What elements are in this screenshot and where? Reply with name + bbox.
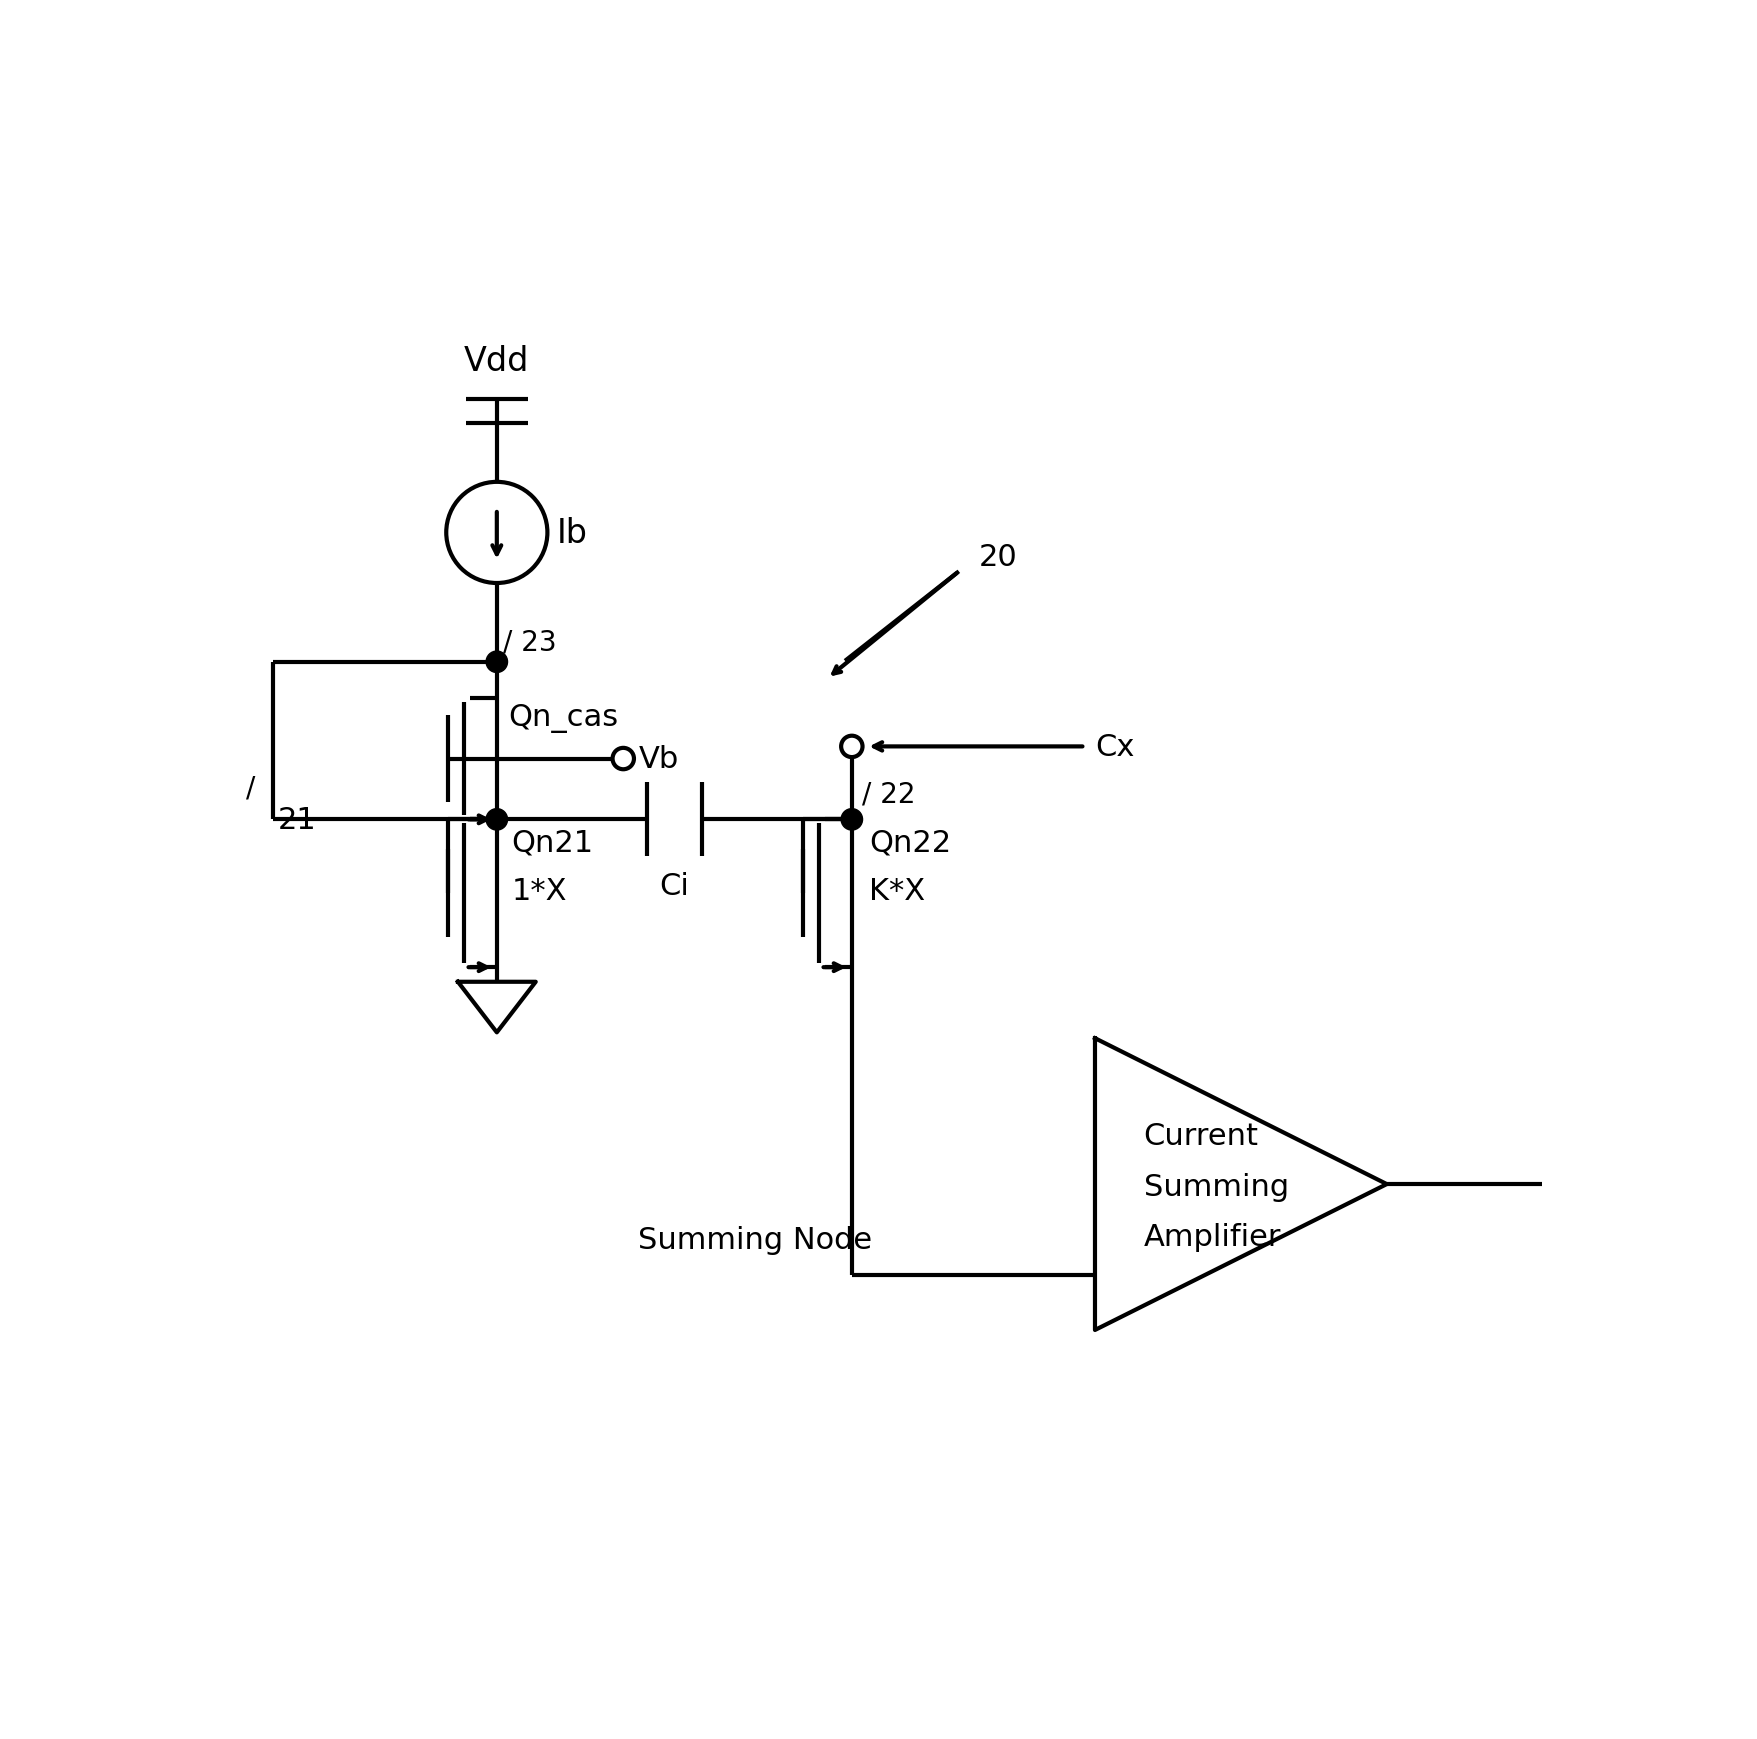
Text: 1*X: 1*X: [511, 876, 568, 906]
Circle shape: [487, 652, 508, 673]
Text: Ib: Ib: [557, 516, 589, 550]
Circle shape: [842, 736, 863, 758]
Circle shape: [613, 748, 634, 770]
Circle shape: [446, 482, 548, 584]
Circle shape: [842, 809, 863, 831]
Text: Qn_cas: Qn_cas: [508, 703, 618, 732]
Text: / 23: / 23: [503, 628, 557, 657]
Text: / 22: / 22: [861, 781, 915, 809]
Text: Amplifier: Amplifier: [1144, 1223, 1281, 1252]
Text: Cx: Cx: [1095, 732, 1135, 762]
Text: /: /: [246, 774, 255, 802]
Text: Qn21: Qn21: [511, 828, 594, 857]
Text: Qn22: Qn22: [870, 828, 952, 857]
Text: 20: 20: [979, 543, 1017, 572]
Text: Ci: Ci: [659, 871, 689, 901]
Text: Vdd: Vdd: [464, 344, 529, 377]
Text: 21: 21: [278, 805, 316, 835]
Text: Summing Node: Summing Node: [638, 1226, 871, 1254]
Text: Current: Current: [1144, 1122, 1258, 1149]
Text: Vb: Vb: [640, 744, 678, 774]
Text: K*X: K*X: [870, 876, 926, 906]
Circle shape: [487, 809, 508, 831]
Text: Summing: Summing: [1144, 1172, 1288, 1202]
